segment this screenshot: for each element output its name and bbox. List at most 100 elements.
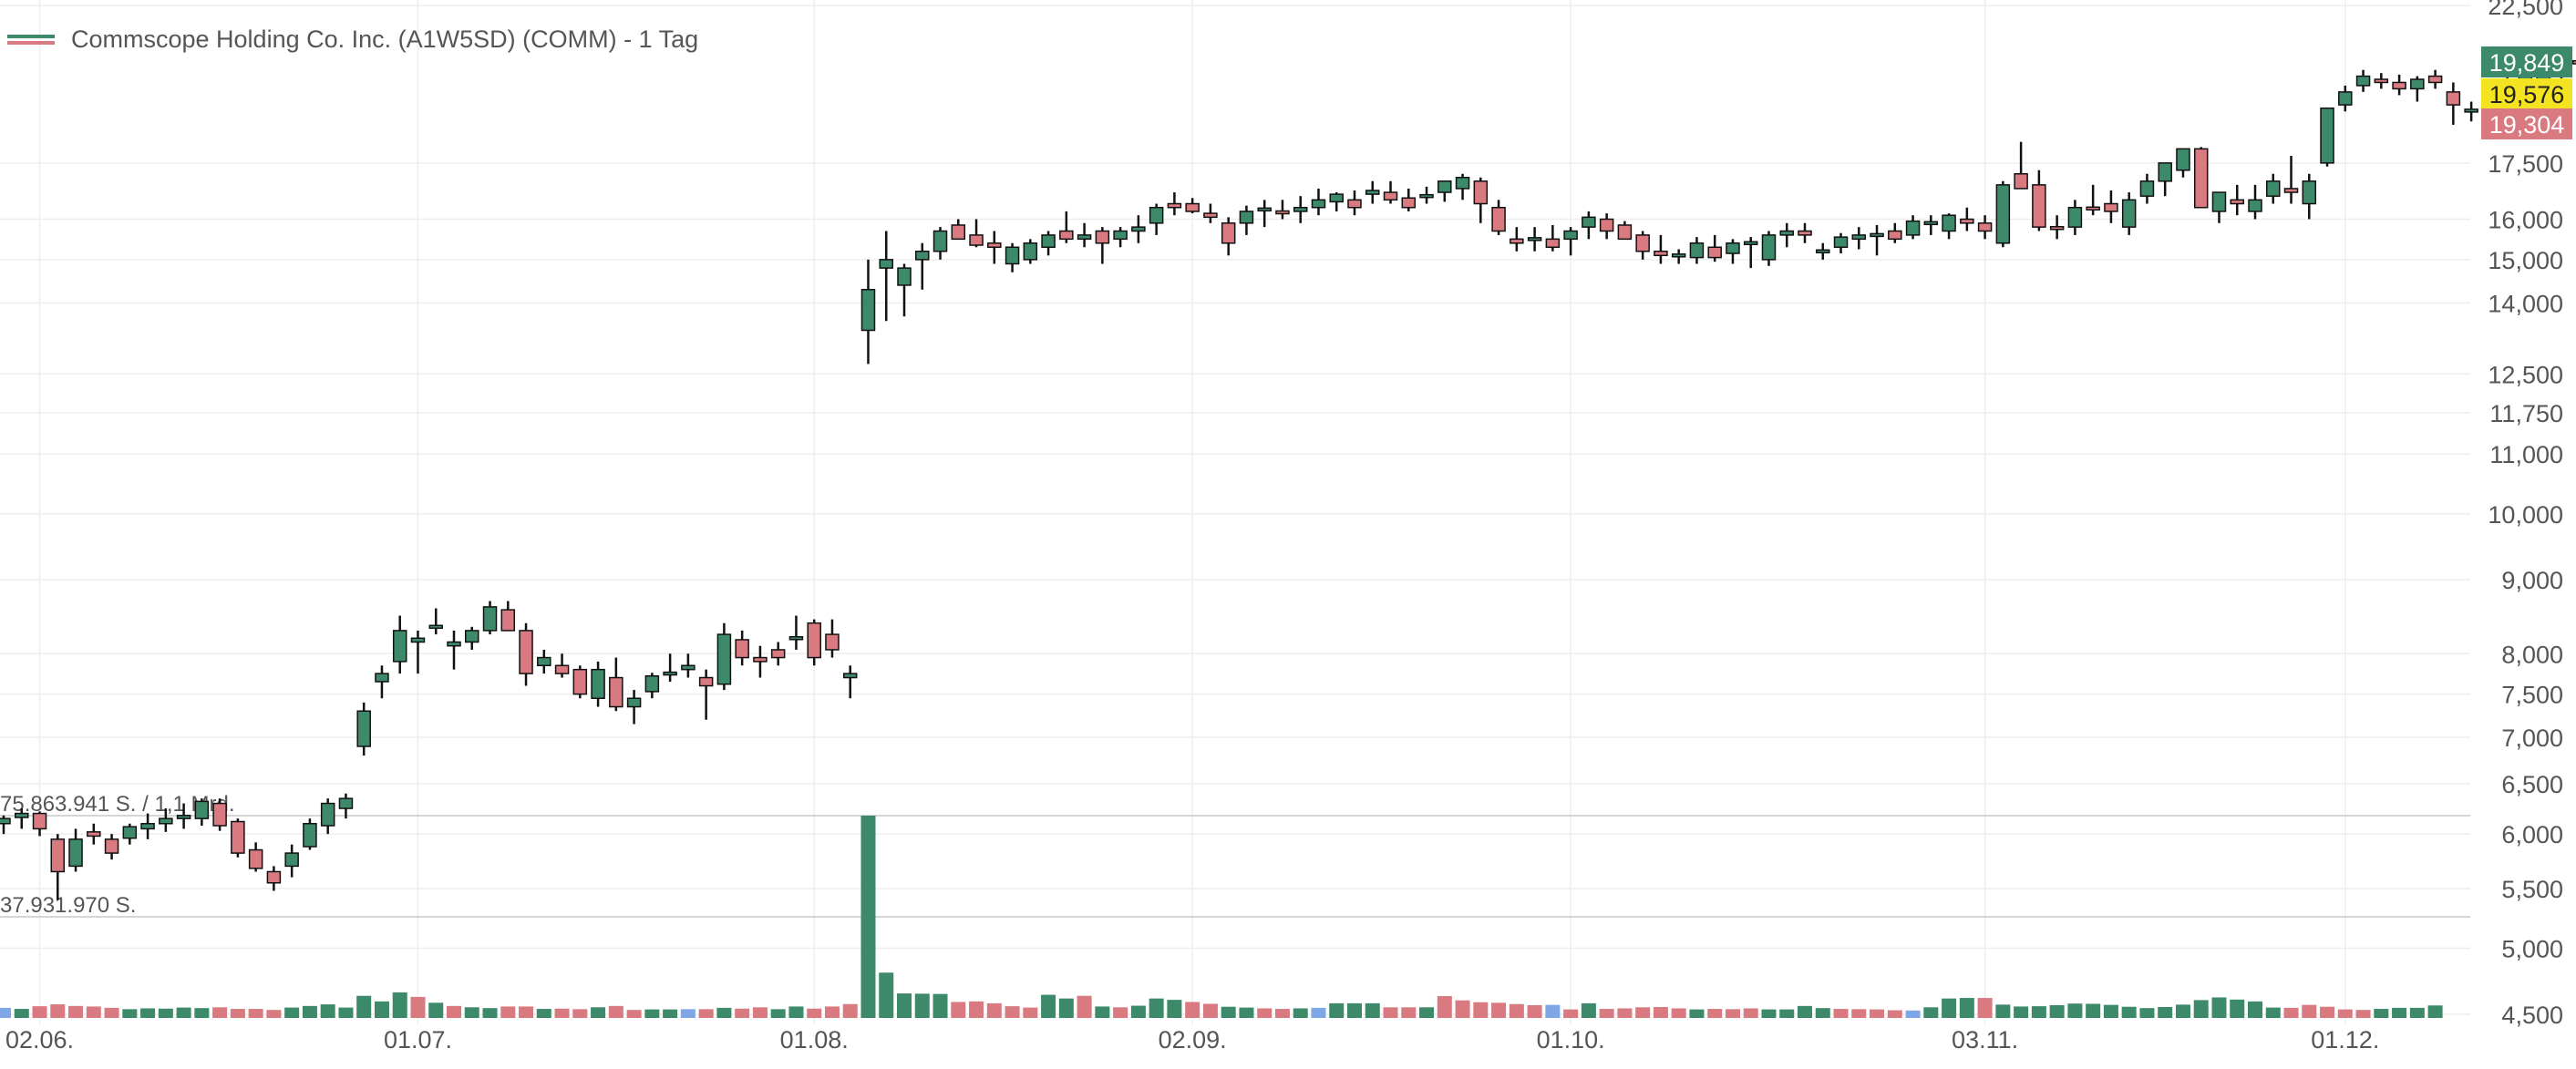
chart-legend: Commscope Holding Co. Inc. (A1W5SD) (COM…	[7, 26, 698, 54]
candle-body	[1761, 234, 1777, 261]
volume-bar	[2139, 1008, 2155, 1018]
volume-bar	[1653, 1007, 1668, 1018]
candle-body	[1347, 199, 1362, 209]
candle-body	[1960, 218, 1974, 224]
candle-body	[465, 630, 479, 643]
candle-body	[915, 251, 930, 261]
price-badge-low: 19,304	[2481, 108, 2572, 139]
volume-bar	[1905, 1010, 1921, 1018]
volume-bar	[824, 1006, 840, 1018]
volume-bar	[2031, 1006, 2046, 1018]
candle	[1527, 227, 1542, 252]
candle-body	[1239, 211, 1254, 224]
candle	[231, 818, 245, 858]
volume-bar	[176, 1007, 191, 1018]
candle-body	[248, 848, 263, 869]
y-tick-label: 8,000	[2501, 641, 2563, 668]
candle	[591, 661, 605, 707]
candle-body	[735, 639, 749, 659]
candle-body	[644, 675, 660, 693]
candle-body	[1077, 234, 1092, 241]
candle-body	[1203, 212, 1218, 219]
candle	[176, 803, 191, 829]
candle-body	[2464, 108, 2478, 113]
candle	[338, 793, 354, 819]
candle-body	[1870, 232, 1884, 238]
candle	[825, 619, 840, 658]
volume-bar	[626, 1010, 642, 1018]
volume-bar	[1509, 1003, 1524, 1018]
candle	[2571, 59, 2576, 65]
candle-body	[1113, 230, 1128, 241]
candle-body	[879, 259, 893, 269]
candle	[1491, 200, 1506, 235]
x-tick-label: 02.09.	[1159, 1026, 1227, 1054]
volume-bar	[428, 1002, 444, 1018]
candle-body	[1023, 242, 1038, 261]
candle	[1275, 200, 1290, 220]
candle-body	[2049, 225, 2065, 231]
volume-bar	[1058, 998, 1074, 1018]
volume-bar	[0, 1007, 11, 1018]
candle-body	[1798, 230, 1812, 236]
candle	[2121, 192, 2137, 235]
candle	[194, 798, 210, 827]
volume-bar	[2409, 1007, 2425, 1018]
volume-bar	[1347, 1002, 1362, 1018]
candle	[2014, 141, 2028, 190]
candle	[500, 601, 516, 632]
volume-bar	[519, 1006, 534, 1018]
volume-bar	[1130, 1005, 1146, 1018]
candle-body	[2338, 91, 2353, 106]
candle-body	[1816, 249, 1830, 254]
candle	[1293, 196, 1308, 223]
candle	[554, 653, 570, 678]
volume-bar	[933, 993, 948, 1018]
candle	[1419, 186, 1434, 204]
volume-bar	[1473, 1002, 1489, 1018]
candle-body	[1977, 222, 1993, 232]
candle-body	[2283, 188, 2299, 193]
candle-body	[375, 673, 389, 683]
candle	[1816, 242, 1830, 260]
candle	[2266, 173, 2281, 204]
candle-body	[2067, 206, 2083, 228]
candle	[2427, 69, 2443, 89]
y-tick-label: 6,000	[2501, 821, 2563, 848]
volume-bar	[104, 1007, 119, 1018]
candle	[2355, 69, 2371, 92]
price-candles	[0, 57, 2576, 900]
volume-bar	[1383, 1007, 1398, 1018]
candle	[879, 231, 893, 322]
candle	[663, 653, 677, 683]
candle-body	[2158, 162, 2172, 182]
volume-bar	[1077, 995, 1092, 1018]
candle-body	[1419, 193, 1434, 199]
candle-body	[519, 630, 533, 674]
candle	[609, 657, 623, 712]
candle	[2176, 148, 2190, 178]
y-tick-label: 5,000	[2501, 936, 2563, 963]
candle-body	[1779, 230, 1794, 236]
volume-bar	[32, 1006, 47, 1018]
candle-body	[716, 633, 732, 685]
volume-bar	[1743, 1008, 1758, 1018]
candle-body	[2427, 75, 2443, 84]
volume-bar	[1599, 1009, 1614, 1018]
candle-body	[2374, 78, 2389, 84]
volume-bar	[879, 972, 894, 1018]
y-tick-label: 10,000	[2488, 501, 2563, 529]
candle-body	[1654, 251, 1668, 257]
candle-body	[320, 802, 335, 827]
candle	[537, 649, 551, 674]
candle-body	[1257, 207, 1272, 212]
volume-bar	[1689, 1009, 1705, 1018]
candle	[1671, 249, 1686, 264]
candle-body	[698, 676, 714, 687]
volume-bar	[2427, 1005, 2443, 1018]
candle	[1203, 203, 1218, 223]
candle-body	[87, 831, 101, 838]
candle	[1798, 222, 1812, 243]
candle-body	[428, 624, 443, 630]
